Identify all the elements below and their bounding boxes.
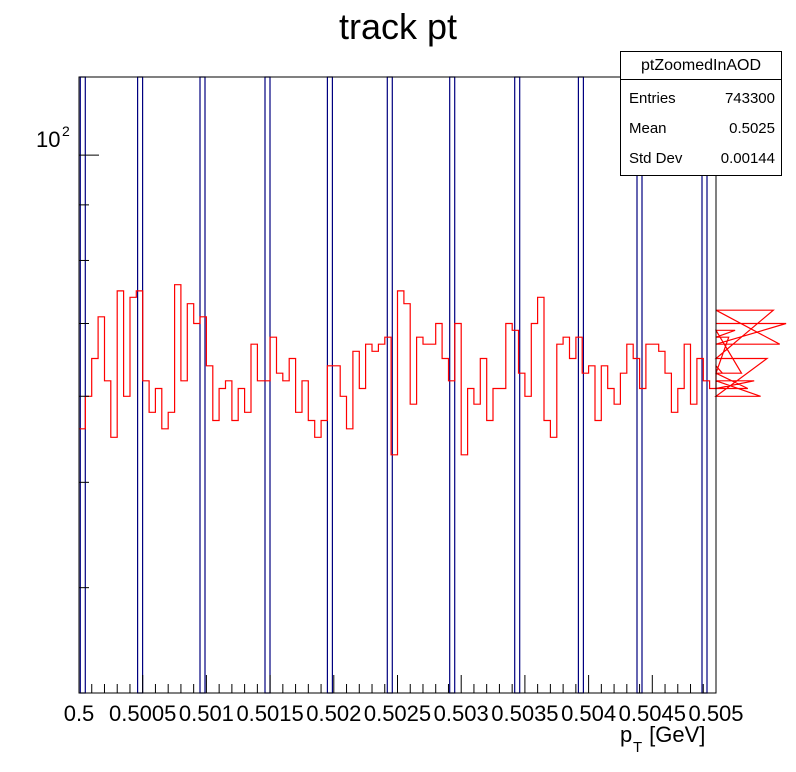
x-tick-label: 0.5 xyxy=(64,701,95,726)
stats-row-stddev: Std Dev 0.00144 xyxy=(621,144,781,174)
x-axis-title-main: p xyxy=(620,722,632,747)
x-tick-label: 0.5035 xyxy=(491,701,558,726)
spike-bar xyxy=(449,76,456,694)
x-tick-label: 0.5015 xyxy=(236,701,303,726)
stats-row-entries: Entries 743300 xyxy=(621,84,781,114)
y-tick-label-exp: 2 xyxy=(62,123,70,139)
spike-bar xyxy=(326,76,333,694)
stats-box: ptZoomedInAOD Entries 743300 Mean 0.5025… xyxy=(620,51,782,176)
spike-bar xyxy=(199,76,206,694)
y-tick-label: 10 2 xyxy=(36,123,70,152)
x-axis-title-unit: [GeV] xyxy=(643,722,705,747)
x-tick-label: 0.5005 xyxy=(109,701,176,726)
stats-box-title: ptZoomedInAOD xyxy=(621,52,781,80)
histogram-series xyxy=(79,284,787,456)
y-tick-label-base: 10 xyxy=(36,127,60,152)
stats-value: 0.5025 xyxy=(729,120,775,137)
x-tick-label: 0.503 xyxy=(434,701,489,726)
spike-bar xyxy=(514,76,521,694)
x-tick-label: 0.505 xyxy=(688,701,743,726)
stats-value: 0.00144 xyxy=(720,150,775,167)
y-axis xyxy=(79,154,99,589)
stats-label: Mean xyxy=(629,120,667,137)
x-tick-label: 0.502 xyxy=(306,701,361,726)
histogram-line xyxy=(79,284,787,456)
x-tick-label: 0.5025 xyxy=(364,701,431,726)
x-tick-label: 0.5045 xyxy=(619,701,686,726)
spike-bar xyxy=(577,76,585,694)
stats-label: Std Dev xyxy=(629,150,683,167)
spike-bar xyxy=(79,76,86,694)
x-axis-title: p T [GeV] xyxy=(620,722,705,756)
x-tick-label: 0.504 xyxy=(561,701,616,726)
stats-value: 743300 xyxy=(724,90,775,107)
stats-row-mean: Mean 0.5025 xyxy=(621,114,781,144)
x-axis: 0.5 0.5005 0.501 0.5015 0.502 0.5025 0.503 0.50… xyxy=(64,675,744,726)
spike-bar xyxy=(264,76,271,694)
x-axis-title-sub: T xyxy=(633,739,642,756)
chart-title: track pt xyxy=(338,6,458,47)
spike-bar xyxy=(137,76,144,694)
x-tick-label: 0.501 xyxy=(179,701,234,726)
stats-label: Entries xyxy=(629,90,676,107)
